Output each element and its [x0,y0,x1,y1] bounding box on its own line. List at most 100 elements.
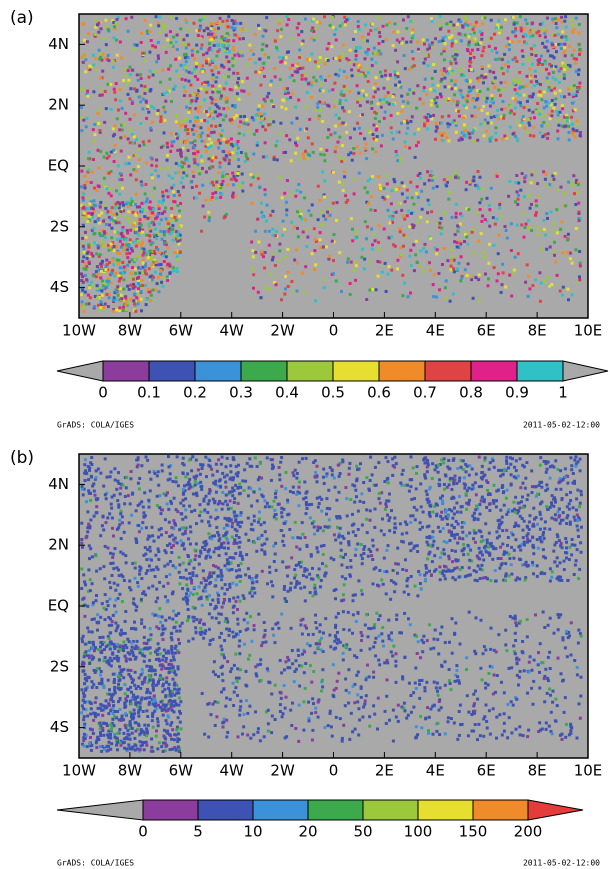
map-cell [168,78,171,81]
map-cell [272,253,275,256]
map-cell [232,611,235,614]
map-cell [155,159,158,162]
map-cell [132,597,135,600]
map-cell [371,558,374,561]
map-cell [86,252,89,255]
map-cell [406,585,409,588]
map-cell [133,647,136,650]
map-cell [319,246,322,249]
map-cell [139,733,142,736]
map-cell [125,308,128,311]
map-cell [135,509,138,512]
map-cell [530,181,533,184]
map-cell [117,183,120,186]
map-cell [371,64,374,67]
map-cell [104,19,107,22]
map-cell [147,111,150,114]
map-cell [202,53,205,56]
map-cell [292,474,295,477]
map-cell [138,144,141,147]
map-cell [106,263,109,266]
map-cell [86,676,89,679]
map-cell [93,649,96,652]
map-cell [113,213,116,216]
map-cell [395,188,398,191]
map-cell [152,686,155,689]
map-cell [120,297,123,300]
map-cell [113,715,116,718]
map-cell [116,18,119,21]
map-cell [571,102,574,105]
map-cell [173,497,176,500]
map-cell [158,16,161,19]
map-cell [179,202,182,205]
map-cell [440,217,443,220]
map-cell [129,238,132,241]
map-cell [569,64,572,67]
map-cell [178,563,181,566]
map-cell [297,157,300,160]
map-cell [176,270,179,273]
map-cell [461,24,464,27]
map-cell [164,241,167,244]
map-cell [186,34,189,37]
map-cell [104,656,107,659]
map-cell [186,132,189,135]
map-cell [150,633,153,636]
map-cell [290,280,293,283]
map-cell [510,295,513,298]
map-cell [239,120,242,123]
map-cell [463,104,466,107]
map-cell [157,724,160,727]
map-cell [573,57,576,60]
map-cell [285,107,288,110]
map-cell [479,176,482,179]
map-cell [370,195,373,198]
map-cell [448,176,451,179]
map-cell [545,68,548,71]
map-cell [226,588,229,591]
map-cell [530,229,533,232]
map-cell [113,467,116,470]
map-cell [154,228,157,231]
map-cell [159,677,162,680]
map-cell [469,61,472,64]
map-cell [400,95,403,98]
map-cell [98,129,101,132]
map-cell [579,134,582,137]
map-cell [199,102,202,105]
map-cell [374,209,377,212]
map-cell [265,286,268,289]
map-cell [215,197,218,200]
map-cell [154,169,157,172]
map-cell [434,70,437,73]
map-cell [85,303,88,306]
map-cell [175,704,178,707]
map-cell [388,21,391,24]
map-cell [368,261,371,264]
map-cell [114,589,117,592]
map-cell [335,146,338,149]
map-cell [102,722,105,725]
y-tick-label: 4S [50,278,69,296]
map-cell [119,632,122,635]
map-cell [145,273,148,276]
map-cell [102,220,105,223]
map-cell [241,54,244,57]
map-cell [251,249,254,252]
map-cell [390,235,393,238]
map-cell [296,27,299,30]
map-cell [491,97,494,100]
map-cell [117,109,120,112]
map-cell [380,75,383,78]
map-cell [573,84,576,87]
map-cell [112,535,115,538]
map-cell [84,479,87,482]
map-cell [424,78,427,81]
map-cell [375,76,378,79]
map-cell [525,223,528,226]
map-cell [192,606,195,609]
map-cell [425,116,428,119]
map-cell [124,724,127,727]
map-cell [436,96,439,99]
